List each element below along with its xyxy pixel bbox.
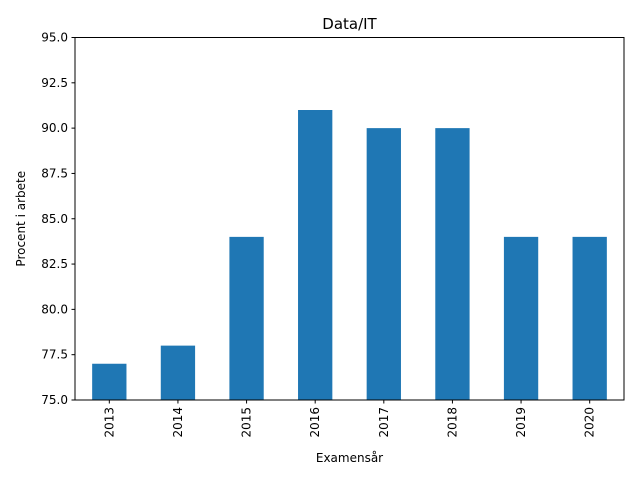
- bars-group: [92, 110, 607, 400]
- y-tick-label: 77.5: [41, 348, 68, 362]
- bar-2018: [435, 128, 470, 400]
- x-tick-label: 2019: [514, 407, 528, 438]
- y-tick-label: 82.5: [41, 257, 68, 271]
- x-tick-label: 2017: [377, 407, 391, 438]
- bar-2015: [229, 236, 264, 400]
- x-tick-label: 2018: [445, 407, 459, 438]
- y-axis-label: Procent i arbete: [14, 171, 28, 267]
- y-tick-label: 85.0: [41, 212, 68, 226]
- axes-frame: [74, 37, 625, 401]
- y-tick-label: 80.0: [41, 302, 68, 316]
- y-tick-label: 90.0: [41, 121, 68, 135]
- y-tick-label: 75.0: [41, 393, 68, 407]
- y-tick-label: 87.5: [41, 166, 68, 180]
- bar-2019: [503, 236, 539, 400]
- bar-2017: [366, 128, 401, 400]
- y-tick-label: 95.0: [41, 31, 68, 45]
- bar-2020: [572, 236, 607, 400]
- x-axis-ticks: 2013 2014 2015 2016 2017 2018 2019 2020: [102, 400, 597, 438]
- x-tick-label: 2015: [240, 407, 254, 438]
- x-tick-label: 2013: [102, 407, 116, 438]
- x-tick-label: 2016: [308, 407, 322, 438]
- y-tick-label: 92.5: [41, 76, 68, 90]
- x-tick-label: 2014: [171, 407, 185, 438]
- x-axis-label: Examensår: [316, 451, 383, 465]
- bar-2014: [160, 345, 196, 400]
- x-tick-label: 2020: [583, 407, 597, 438]
- y-axis-ticks: 75.0 77.5 80.0 82.5 85.0 87.5 90.0 92.5 95.0: [41, 31, 75, 407]
- bar-2013: [92, 363, 127, 400]
- bar-2016: [298, 110, 333, 400]
- chart-title: Data/IT: [322, 15, 377, 33]
